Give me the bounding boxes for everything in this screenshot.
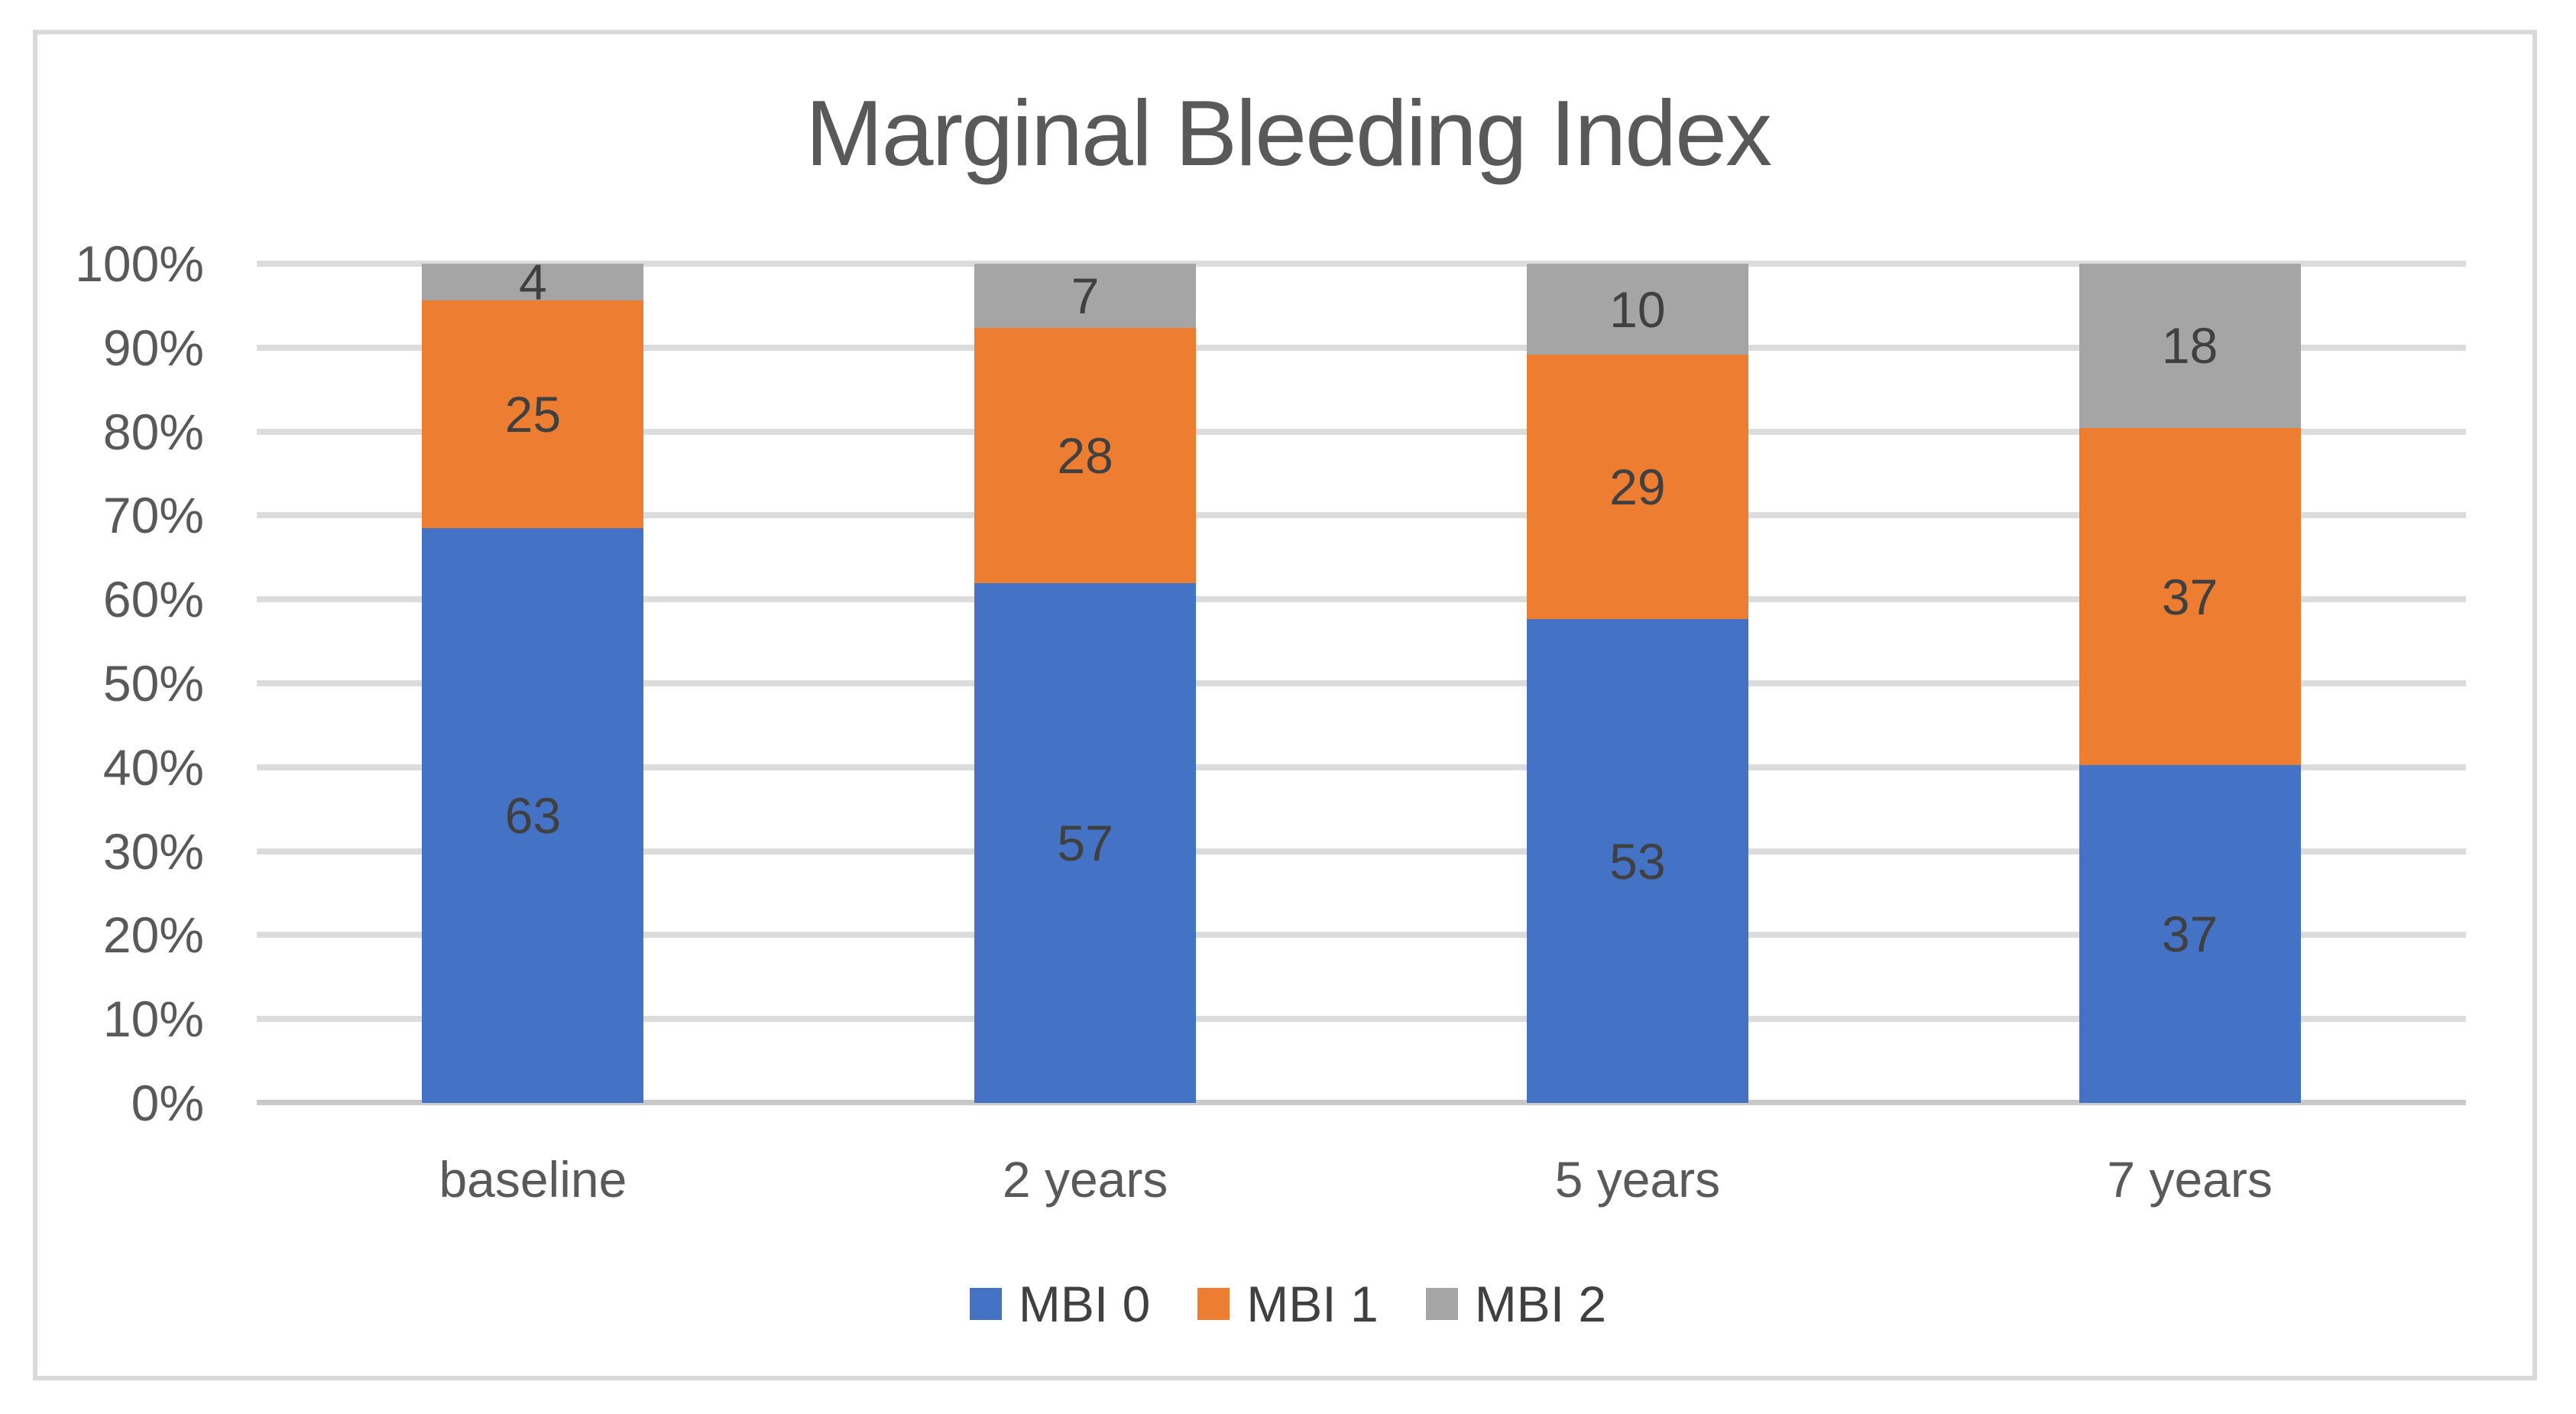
data-label: 10 xyxy=(1609,281,1666,338)
legend: MBI 0 MBI 1 MBI 2 xyxy=(0,1275,2576,1333)
y-tick-label: 80% xyxy=(102,403,204,460)
gridline xyxy=(257,428,2466,435)
x-category-label: 7 years xyxy=(2107,1151,2273,1208)
legend-item-MBI-1: MBI 1 xyxy=(1197,1276,1379,1332)
y-tick-label: 20% xyxy=(102,906,204,964)
legend-label: MBI 1 xyxy=(1246,1276,1379,1332)
data-label: 18 xyxy=(2161,317,2218,375)
plot-area: 4 25 63 7 28 57 10 29 53 18 37 37 xyxy=(257,257,2466,1105)
data-label: 28 xyxy=(1057,426,1113,484)
y-tick-label: 10% xyxy=(102,991,204,1048)
legend-swatch xyxy=(1197,1288,1230,1320)
gridline xyxy=(257,261,2466,267)
bar-segment-MBI-2: 4 xyxy=(422,257,644,307)
chart-title: Marginal Bleeding Index xyxy=(805,81,1772,185)
gridline xyxy=(257,1016,2466,1023)
bar-segment-MBI-0: 57 xyxy=(974,582,1197,1103)
legend-label: MBI 0 xyxy=(1018,1276,1151,1332)
gridline xyxy=(257,932,2466,939)
y-tick-label: 60% xyxy=(102,571,204,628)
data-label: 63 xyxy=(504,787,562,845)
bar-segment-MBI-1: 28 xyxy=(974,327,1197,583)
data-label: 7 xyxy=(1071,267,1100,324)
data-label: 29 xyxy=(1609,459,1666,516)
gridline xyxy=(257,848,2466,855)
bar-segment-MBI-1: 29 xyxy=(1526,355,1748,620)
gridline xyxy=(257,344,2466,351)
gridline xyxy=(257,764,2466,770)
legend-swatch xyxy=(969,1288,1002,1320)
bar-segment-MBI-1: 37 xyxy=(2079,427,2301,766)
data-label: 4 xyxy=(519,253,547,310)
x-category-label: 2 years xyxy=(1002,1151,1168,1208)
bar-5-years: 10 29 53 xyxy=(1526,264,1748,1103)
bar-segment-MBI-1: 25 xyxy=(422,300,644,529)
bar-segment-MBI-0: 37 xyxy=(2079,765,2301,1103)
bar-baseline: 4 25 63 xyxy=(422,257,644,1103)
legend-item-MBI-2: MBI 2 xyxy=(1425,1276,1607,1332)
gridline xyxy=(257,596,2466,603)
x-category-label: 5 years xyxy=(1554,1151,1721,1208)
legend-label: MBI 2 xyxy=(1474,1276,1607,1332)
y-tick-label: 90% xyxy=(102,319,204,376)
bar-segment-MBI-2: 10 xyxy=(1526,264,1748,355)
data-label: 53 xyxy=(1609,832,1666,890)
x-axis-line xyxy=(257,1100,2466,1105)
y-tick-label: 0% xyxy=(131,1075,204,1131)
legend-swatch xyxy=(1425,1288,1458,1320)
y-tick-label: 50% xyxy=(102,655,204,712)
data-label: 25 xyxy=(504,385,562,443)
gridline xyxy=(257,512,2466,519)
y-tick-label: 30% xyxy=(102,822,204,880)
y-tick-label: 70% xyxy=(102,487,204,544)
bar-segment-MBI-0: 63 xyxy=(422,528,644,1103)
x-category-label: baseline xyxy=(439,1151,627,1208)
bar-segment-MBI-2: 18 xyxy=(2079,264,2301,428)
bar-7-years: 18 37 37 xyxy=(2079,264,2301,1103)
data-label: 37 xyxy=(2161,568,2218,625)
gridline xyxy=(257,680,2466,686)
legend-item-MBI-0: MBI 0 xyxy=(969,1276,1151,1332)
data-label: 57 xyxy=(1057,814,1113,871)
y-tick-label: 40% xyxy=(102,738,204,796)
y-tick-label: 100% xyxy=(75,235,204,292)
data-label: 37 xyxy=(2161,906,2218,963)
bar-segment-MBI-0: 53 xyxy=(1526,619,1748,1103)
bar-segment-MBI-2: 7 xyxy=(974,264,1197,328)
bar-2-years: 7 28 57 xyxy=(974,264,1197,1103)
